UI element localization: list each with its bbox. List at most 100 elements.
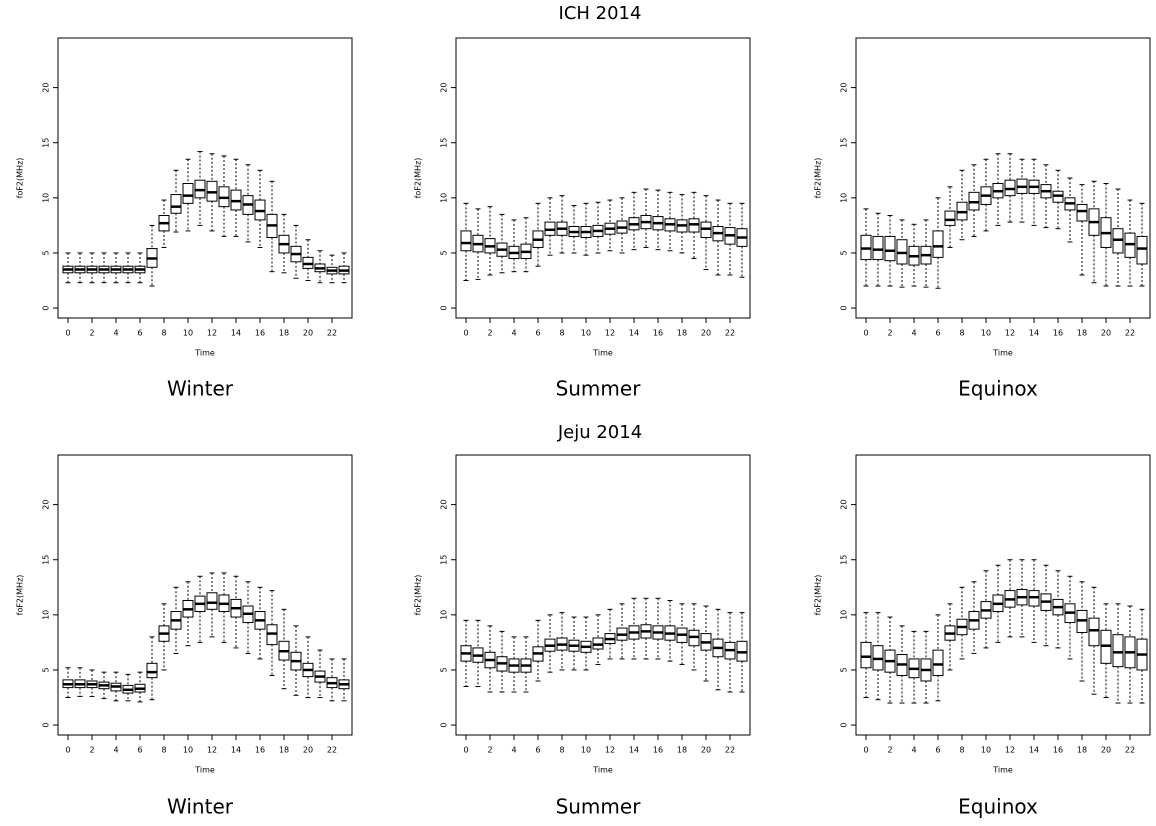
x-axis-label: Time [592,349,613,358]
y-axis-label: foF2(MHz) [16,575,25,616]
box [170,194,182,214]
x-tick-label: 8 [161,329,166,338]
x-tick-label: 8 [959,746,964,755]
x-tick-label: 8 [559,329,564,338]
x-tick-label: 20 [303,329,313,338]
x-tick-label: 0 [863,329,868,338]
box [146,662,158,679]
x-tick-label: 16 [255,329,265,338]
figure-title: ICH 2014 [559,3,642,24]
y-tick-label: 10 [440,193,449,203]
x-tick-label: 12 [1005,329,1015,338]
x-tick-label: 16 [1053,746,1063,755]
plot-frame [855,37,1151,319]
x-tick-label: 2 [487,329,492,338]
box [1088,617,1100,647]
plot-frame [855,454,1151,736]
x-tick-label: 16 [255,746,265,755]
x-tick-label: 8 [161,746,166,755]
x-tick-label: 4 [113,329,118,338]
y-axis-label: foF2(MHz) [414,158,423,199]
x-tick-label: 12 [207,329,217,338]
x-tick-label: 16 [653,746,663,755]
x-tick-label: 18 [677,329,687,338]
x-tick-label: 4 [511,329,516,338]
box [460,230,472,252]
y-tick-label: 0 [440,306,449,311]
x-tick-label: 2 [887,746,892,755]
x-tick-label: 12 [207,746,217,755]
x-tick-label: 10 [981,329,991,338]
y-tick-label: 15 [840,555,849,565]
x-tick-label: 20 [303,746,313,755]
x-tick-label: 0 [463,746,468,755]
x-axis-label: Time [592,766,613,775]
box [872,235,884,261]
x-tick-label: 18 [279,746,289,755]
y-axis-label: foF2(MHz) [16,158,25,199]
y-tick-label: 0 [840,306,849,311]
box [182,183,194,204]
x-tick-label: 20 [701,746,711,755]
x-tick-label: 22 [1125,329,1135,338]
y-tick-label: 10 [840,610,849,620]
x-tick-label: 14 [1029,329,1039,338]
y-tick-label: 20 [440,83,449,93]
x-tick-label: 20 [1101,746,1111,755]
x-tick-label: 6 [535,746,540,755]
x-tick-label: 16 [1053,329,1063,338]
panel-caption: Equinox [958,795,1038,819]
box [944,210,956,226]
x-tick-label: 4 [113,746,118,755]
x-tick-label: 10 [183,329,193,338]
x-tick-label: 22 [327,746,337,755]
x-tick-label: 10 [183,746,193,755]
x-tick-label: 10 [581,329,591,338]
x-tick-label: 22 [725,329,735,338]
x-tick-label: 2 [887,329,892,338]
x-tick-label: 10 [981,746,991,755]
x-tick-label: 16 [653,329,663,338]
x-tick-label: 0 [463,329,468,338]
box [932,649,944,676]
x-tick-label: 6 [535,329,540,338]
x-tick-label: 18 [279,329,289,338]
x-tick-label: 20 [1101,329,1111,338]
x-tick-label: 2 [89,746,94,755]
y-tick-label: 20 [42,500,51,510]
box [206,592,218,610]
y-tick-label: 10 [42,610,51,620]
box [932,230,944,258]
x-tick-label: 22 [1125,746,1135,755]
y-tick-label: 5 [840,250,849,255]
box [884,235,896,262]
box [860,641,872,669]
x-tick-label: 18 [1077,746,1087,755]
y-tick-label: 5 [440,250,449,255]
x-tick-label: 8 [559,746,564,755]
x-tick-label: 18 [677,746,687,755]
panel-caption: Summer [556,377,642,401]
box [1112,634,1124,668]
x-tick-label: 0 [65,746,70,755]
y-tick-label: 20 [840,83,849,93]
x-tick-label: 6 [935,329,940,338]
x-tick-label: 4 [911,329,916,338]
x-axis-label: Time [194,766,215,775]
y-tick-label: 15 [440,555,449,565]
plot-frame [455,454,751,736]
x-tick-label: 0 [863,746,868,755]
x-tick-label: 6 [137,329,142,338]
y-tick-label: 15 [440,138,449,148]
y-tick-label: 5 [42,667,51,672]
y-axis-label: foF2(MHz) [814,575,823,616]
x-tick-label: 2 [89,329,94,338]
box [1076,203,1088,222]
y-tick-label: 15 [42,138,51,148]
x-tick-label: 6 [935,746,940,755]
y-tick-label: 0 [840,723,849,728]
y-tick-label: 0 [440,723,449,728]
y-tick-label: 5 [42,250,51,255]
